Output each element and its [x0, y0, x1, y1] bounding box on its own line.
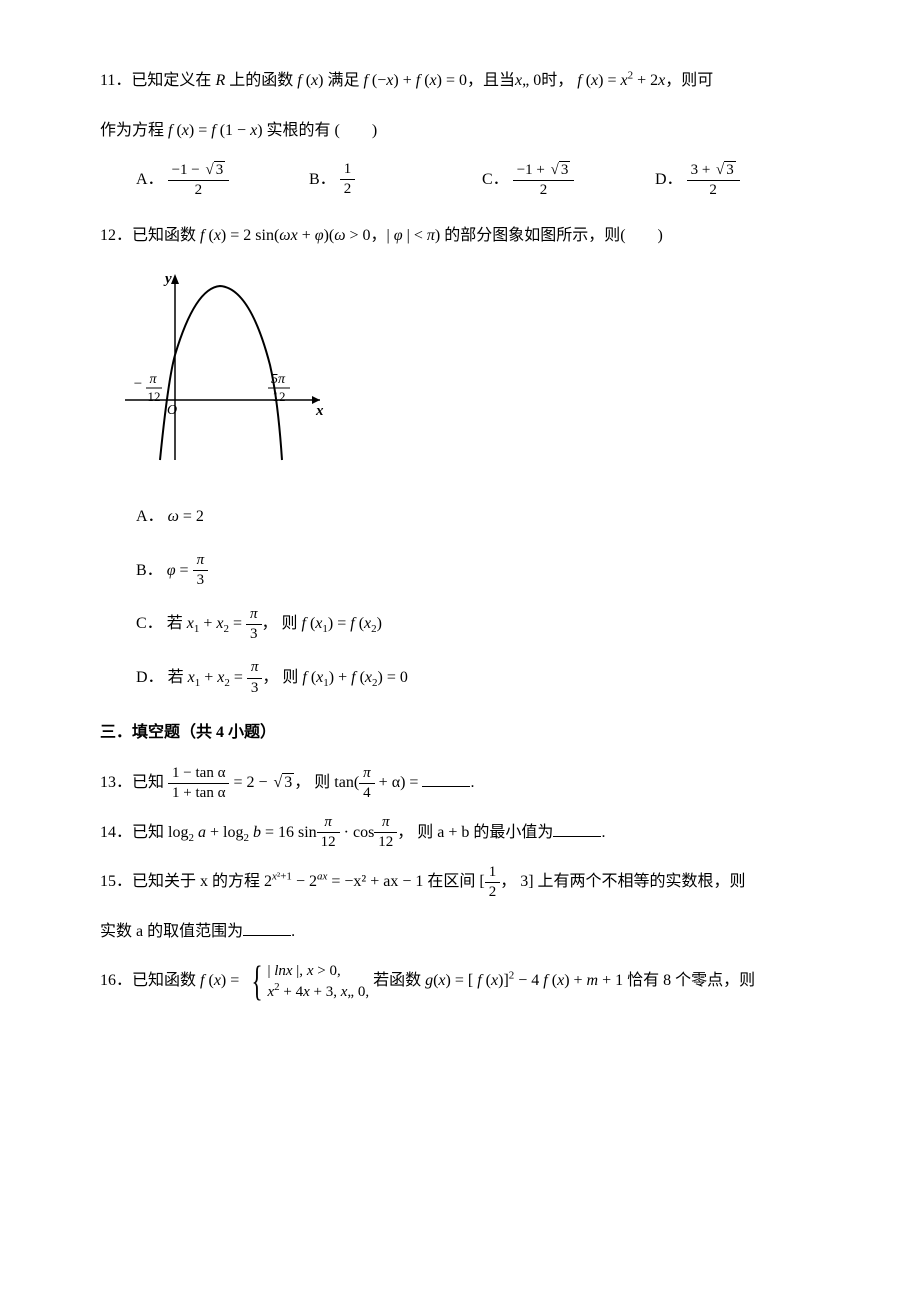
q12-option-d: D． 若 x1 + x2 = π3， 则 f (x1) + f (x2) = 0: [136, 657, 820, 699]
svg-text:12: 12: [148, 389, 161, 404]
q13-blank: [422, 770, 470, 787]
svg-text:O: O: [167, 403, 177, 418]
q12-option-c: C． 若 x1 + x2 = π3， 则 f (x1) = f (x2): [136, 603, 820, 645]
svg-text:y: y: [163, 271, 172, 287]
q11-option-a: A． −1 − 32: [136, 159, 301, 201]
q14-number: 14．: [100, 824, 132, 841]
q15-blank: [243, 919, 291, 936]
svg-text:5π: 5π: [271, 372, 286, 387]
question-13: 13．已知 1 − tan α1 + tan α = 2 − 3， 则 tan(…: [100, 762, 820, 804]
q16-number: 16．: [100, 972, 132, 989]
question-16: 16．已知函数 f (x) = { | lnx |, x > 0, x2 + 4…: [100, 960, 820, 1002]
q15-number: 15．: [100, 873, 132, 890]
q13-number: 13．: [100, 774, 132, 791]
question-14: 14．已知 log2 a + log2 b = 16 sinπ12 · cosπ…: [100, 812, 820, 854]
question-11-line2: 作为方程 f (x) = f (1 − x) 实根的有 ( ): [100, 110, 820, 152]
question-11: 11．已知定义在 R 上的函数 f (x) 满足 f (−x) + f (x) …: [100, 60, 820, 102]
q14-blank: [553, 820, 601, 837]
q12-number: 12．: [100, 227, 132, 244]
q12-option-a: A． ω = 2: [136, 496, 820, 538]
q11-option-b: B． 12: [309, 159, 474, 201]
question-15: 15．已知关于 x 的方程 2x²+1 − 2ax = −x² + ax − 1…: [100, 861, 820, 903]
svg-text:x: x: [315, 403, 324, 419]
q11-option-c: C． −1 + 32: [482, 159, 647, 201]
section-3-heading: 三．填空题（共 4 小题）: [100, 712, 820, 754]
q12-graph: − π 12 5π 12 y x O: [120, 270, 820, 482]
q12-option-b: B． φ = π3: [136, 550, 820, 592]
question-12: 12．已知函数 f (x) = 2 sin(ωx + φ)(ω > 0，| φ …: [100, 215, 820, 257]
question-15-line2: 实数 a 的取值范围为.: [100, 911, 820, 953]
svg-text:−: −: [134, 376, 142, 392]
q11-number: 11．: [100, 72, 131, 89]
q12-options: A． ω = 2 B． φ = π3 C． 若 x1 + x2 = π3， 则 …: [100, 496, 820, 698]
q11-options: A． −1 − 32 B． 12 C． −1 + 32 D． 3 + 32: [100, 159, 820, 201]
q11-option-d: D． 3 + 32: [655, 159, 820, 201]
svg-text:12: 12: [273, 389, 286, 404]
svg-text:π: π: [149, 372, 157, 387]
